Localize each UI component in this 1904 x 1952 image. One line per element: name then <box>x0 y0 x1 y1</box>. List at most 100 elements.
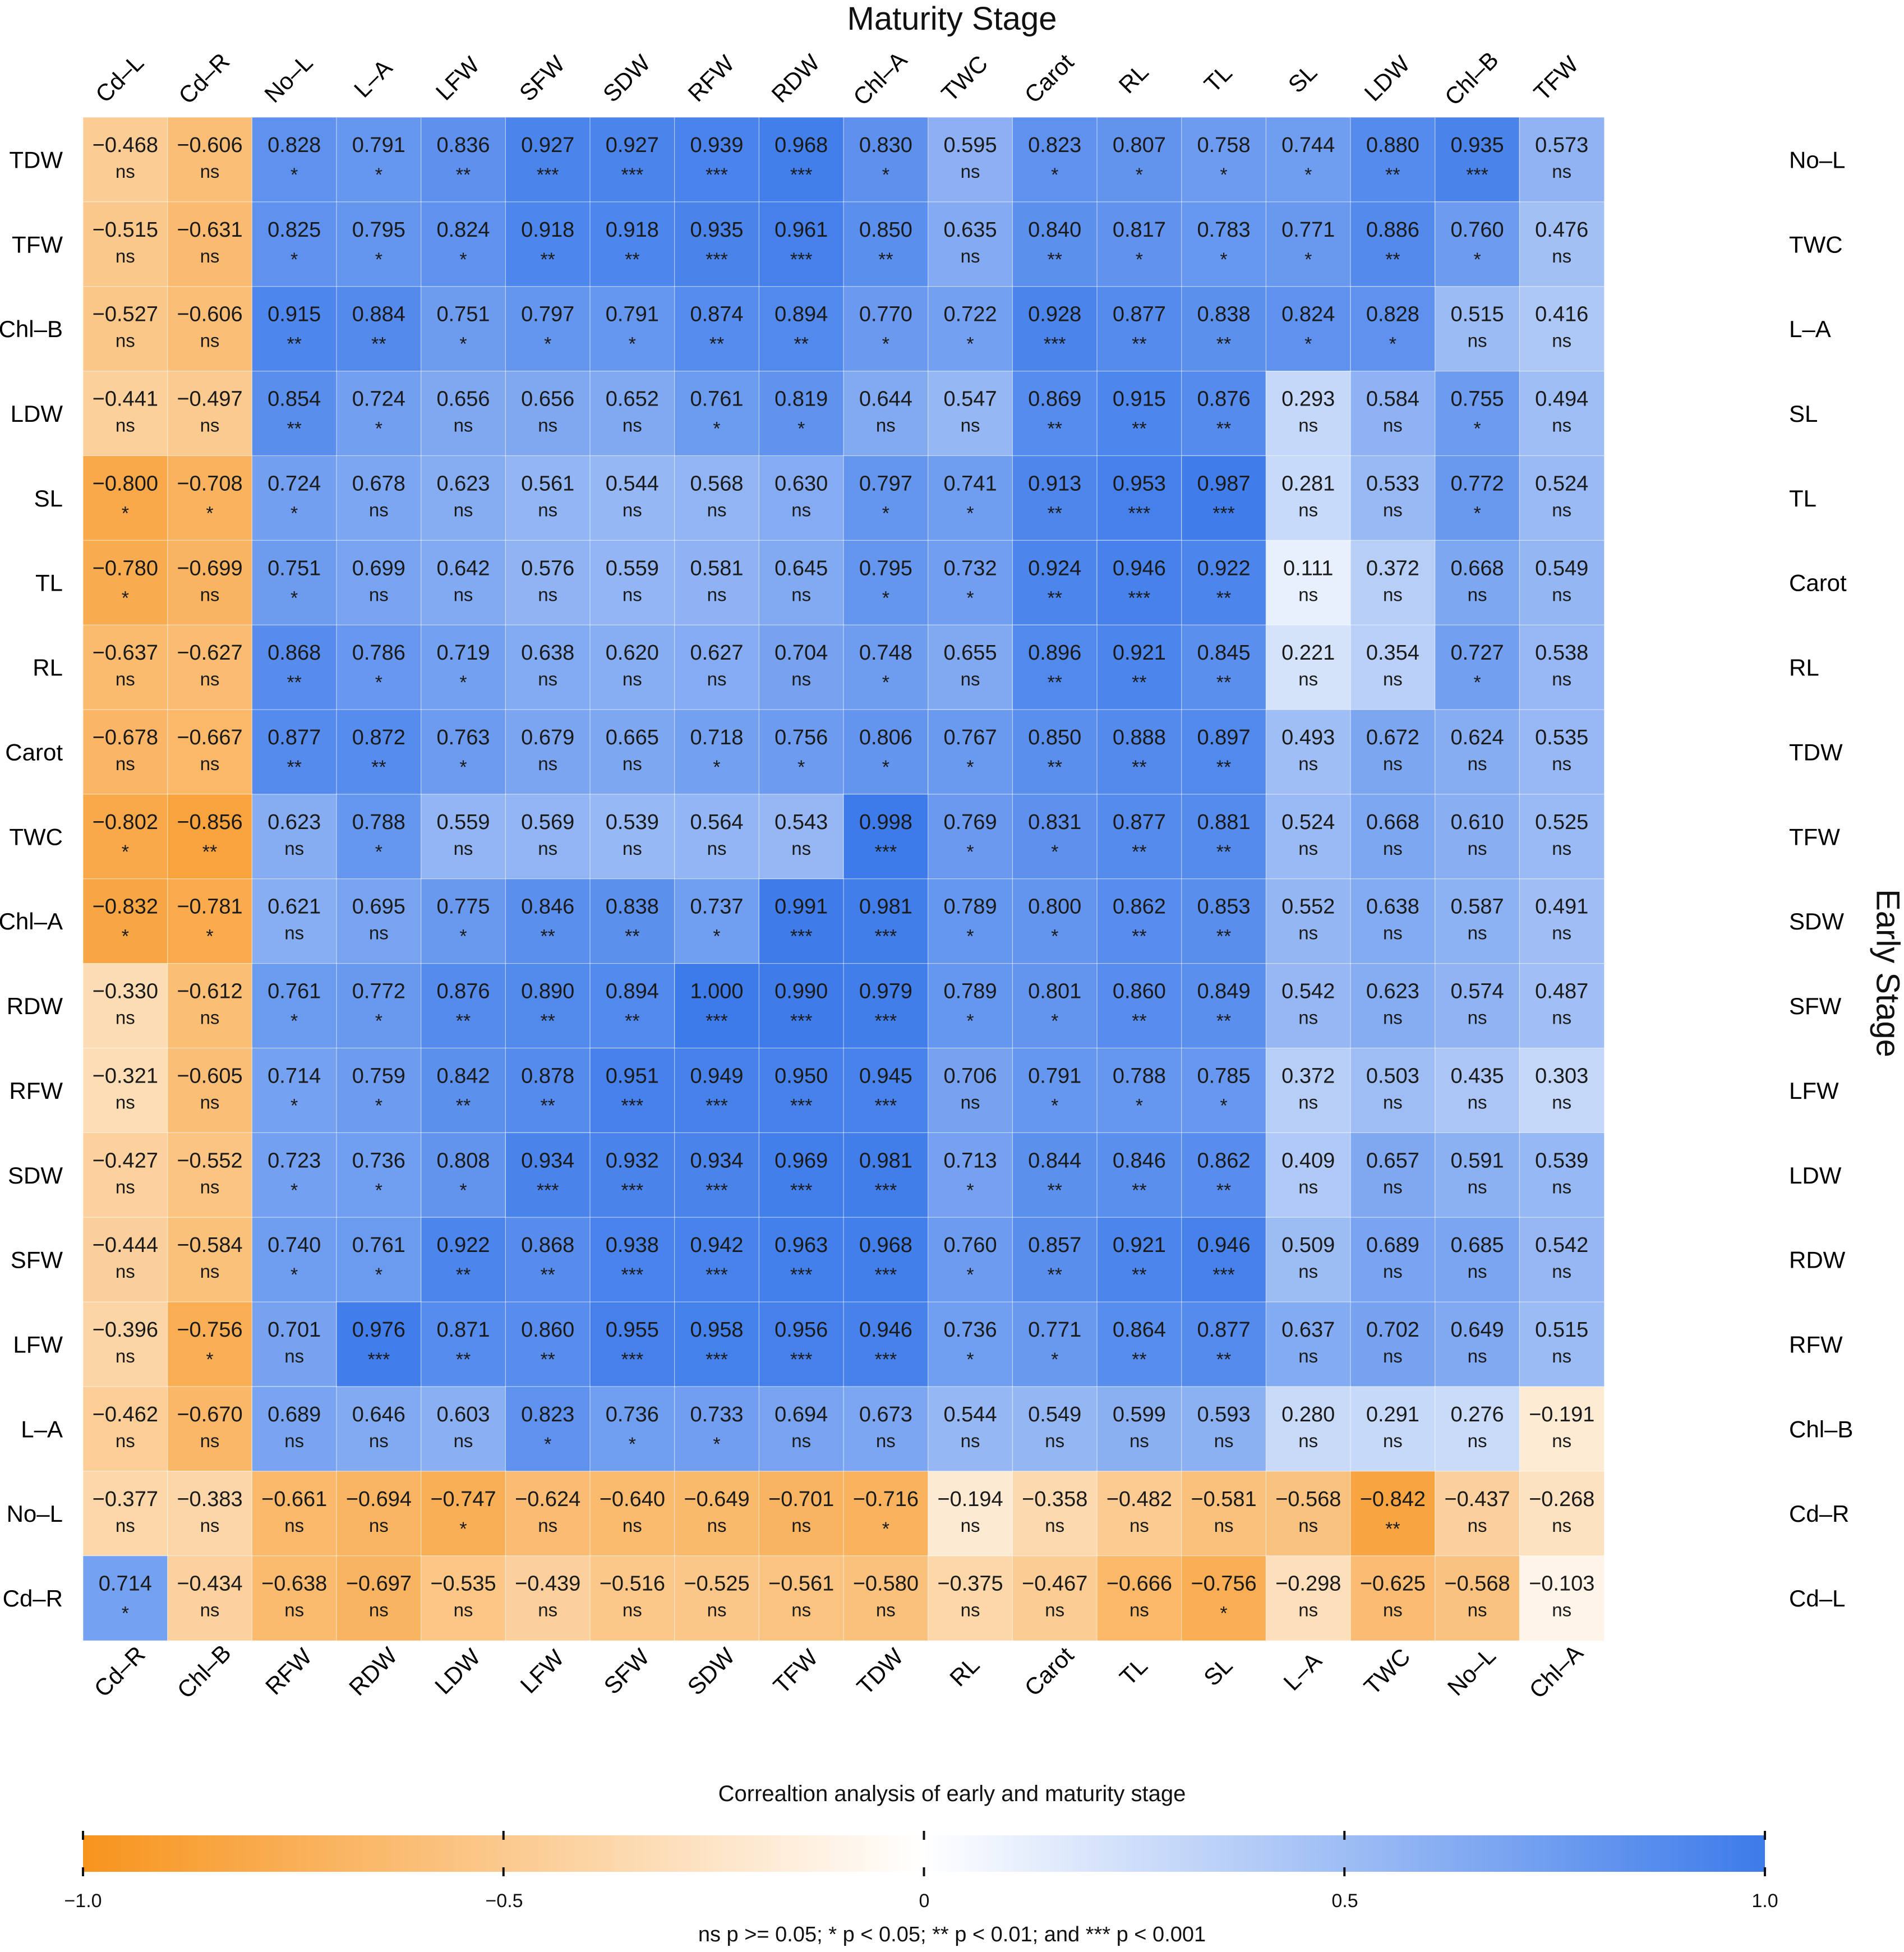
cell-significance-label: ns <box>284 1515 304 1536</box>
cell-significance-label: ns <box>1468 1430 1487 1451</box>
heatmap-cell <box>1519 117 1605 203</box>
cell-value-label: 0.524 <box>1535 472 1588 495</box>
heatmap-cell <box>82 878 168 964</box>
cell-significance-label: ns <box>1468 1261 1487 1282</box>
cell-significance-label: ns <box>284 1430 304 1451</box>
cell-significance-label: ns <box>1298 1092 1318 1112</box>
cell-value-label: 0.979 <box>859 980 912 1003</box>
cell-significance-label: ns <box>791 584 811 605</box>
heatmap-cell <box>82 286 168 372</box>
cell-value-label: 0.221 <box>1281 641 1335 665</box>
cell-value-label: 0.853 <box>1197 895 1250 919</box>
cell-significance-label: * <box>1304 164 1312 186</box>
cell-value-label: 0.581 <box>690 556 743 580</box>
cell-significance-label: * <box>206 1349 213 1370</box>
cell-value-label: 0.724 <box>352 388 405 411</box>
cell-value-label: 0.961 <box>774 218 828 242</box>
cell-value-label: −0.439 <box>515 1572 580 1596</box>
right-row-label: Carot <box>1789 570 1847 596</box>
cell-value-label: 0.939 <box>690 133 743 157</box>
cell-value-label: 0.542 <box>1281 980 1335 1003</box>
left-row-label: TWC <box>9 823 63 850</box>
left-row-label: L–A <box>21 1416 63 1442</box>
cell-value-label: 0.928 <box>1028 303 1081 326</box>
top-column-label: RL <box>1114 58 1154 98</box>
cell-significance-label: * <box>122 503 129 524</box>
cell-significance-label: * <box>1220 249 1227 270</box>
cell-significance-label: ns <box>707 584 727 605</box>
heatmap-cell <box>251 1471 338 1557</box>
heatmap-cell <box>251 540 338 626</box>
cell-value-label: 1.000 <box>690 980 743 1003</box>
cell-significance-label: ** <box>540 1264 555 1286</box>
cell-value-label: 0.761 <box>690 388 743 411</box>
top-column-label: LDW <box>1359 50 1415 106</box>
cell-value-label: 0.543 <box>774 811 828 834</box>
heatmap-cell <box>1265 1301 1352 1388</box>
cell-significance-label: * <box>1473 503 1481 524</box>
cell-significance-label: * <box>122 1603 129 1624</box>
cell-significance-label: ns <box>200 1176 220 1197</box>
heatmap-cell <box>1435 1301 1520 1388</box>
cell-value-label: 0.991 <box>774 895 828 919</box>
cell-significance-label: ** <box>1132 418 1146 440</box>
heatmap-cell <box>1096 117 1182 203</box>
cell-significance-label: ns <box>200 1430 220 1451</box>
cell-value-label: 0.840 <box>1028 218 1081 242</box>
cell-significance-label: ns <box>1383 669 1403 689</box>
cell-value-label: 0.758 <box>1197 133 1250 157</box>
cell-significance-label: * <box>375 418 382 440</box>
heatmap-cell <box>589 1386 675 1472</box>
bottom-column-label: SFW <box>598 1643 654 1699</box>
heatmap-cell <box>1265 117 1352 203</box>
heatmap-cell <box>674 794 760 880</box>
heatmap-cell <box>1012 794 1098 880</box>
heatmap-cell <box>421 1386 506 1472</box>
bottom-column-label: LFW <box>515 1645 569 1698</box>
cell-value-label: −0.584 <box>177 1233 242 1257</box>
cell-value-label: 0.797 <box>859 472 912 495</box>
cell-value-label: 0.524 <box>1281 811 1335 834</box>
heatmap-cell <box>1181 1471 1267 1557</box>
heatmap-cell <box>1012 963 1098 1049</box>
cell-significance-label: * <box>797 757 805 778</box>
heatmap-cell <box>251 794 338 880</box>
cell-value-label: 0.921 <box>1113 641 1166 665</box>
cell-significance-label: * <box>1051 1011 1058 1032</box>
cell-significance-label: * <box>797 418 805 440</box>
colorbar-tick-label: 0.5 <box>1331 1890 1358 1912</box>
cell-value-label: 0.918 <box>606 218 659 242</box>
cell-significance-label: * <box>375 1180 382 1201</box>
cell-significance-label: *** <box>706 1011 728 1032</box>
cell-significance-label: ns <box>961 246 980 266</box>
bottom-column-label: Cd–R <box>89 1641 150 1702</box>
cell-value-label: 0.576 <box>521 556 574 580</box>
cell-significance-label: ns <box>1552 415 1571 436</box>
heatmap-cell <box>505 201 591 287</box>
cell-significance-label: ** <box>1047 1264 1062 1286</box>
cell-value-label: −0.627 <box>177 641 242 665</box>
cell-significance-label: ns <box>1552 1092 1571 1112</box>
cell-significance-label: ns <box>116 1261 135 1282</box>
cell-significance-label: *** <box>1213 503 1235 524</box>
cell-significance-label: ns <box>1552 1346 1571 1366</box>
heatmap-cell <box>421 1471 506 1557</box>
cell-value-label: −0.581 <box>1191 1488 1256 1511</box>
heatmap-cell <box>336 1217 422 1303</box>
heatmap-cell <box>167 963 253 1049</box>
heatmap-cell <box>674 370 760 457</box>
right-row-label: RDW <box>1789 1247 1846 1273</box>
cell-value-label: 0.694 <box>774 1403 828 1426</box>
heatmap-cell <box>1012 1301 1098 1388</box>
right-row-label: TDW <box>1789 739 1843 765</box>
heatmap-cell <box>336 794 422 880</box>
cell-significance-label: ** <box>1216 1011 1231 1032</box>
cell-value-label: 0.998 <box>859 811 912 834</box>
heatmap-cell <box>167 455 253 541</box>
right-row-label: TFW <box>1789 823 1840 850</box>
heatmap-cell <box>1181 878 1267 964</box>
cell-value-label: 0.638 <box>521 641 574 665</box>
heatmap-cell <box>674 1471 760 1557</box>
cell-value-label: 0.927 <box>606 133 659 157</box>
cell-value-label: 0.544 <box>606 472 659 495</box>
